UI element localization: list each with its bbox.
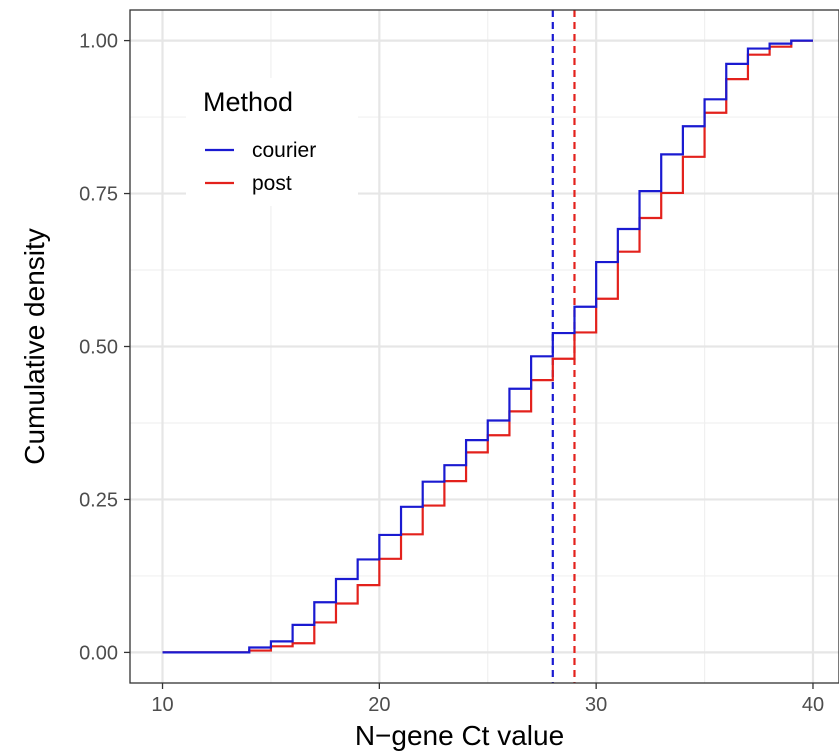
x-tick-label: 30	[585, 694, 607, 716]
legend-label-post: post	[252, 172, 292, 195]
series-line-post	[162, 39, 813, 654]
y-tick-label: 1.00	[79, 31, 118, 53]
legend-background	[186, 78, 358, 206]
y-axis-title: Cumulative density	[19, 228, 50, 465]
y-tick-label: 0.50	[79, 337, 118, 359]
legend-label-courier: courier	[252, 139, 316, 162]
y-tick-label: 0.75	[79, 184, 118, 206]
x-tick-label: 20	[368, 694, 390, 716]
y-tick-label: 0.25	[79, 489, 118, 511]
legend: Method courier post	[186, 78, 358, 206]
y-tick-label: 0.00	[79, 642, 118, 664]
x-tick-label: 40	[802, 694, 824, 716]
series-layer	[162, 39, 813, 654]
x-axis-title: N−gene Ct value	[355, 720, 564, 751]
x-tick-label: 10	[151, 694, 173, 716]
legend-title: Method	[203, 87, 293, 117]
series-line-courier	[162, 39, 813, 654]
axes: 10 20 30 40 0.00 0.25 0.50 0.75 1.00 N−gene Ct va…	[19, 31, 824, 751]
